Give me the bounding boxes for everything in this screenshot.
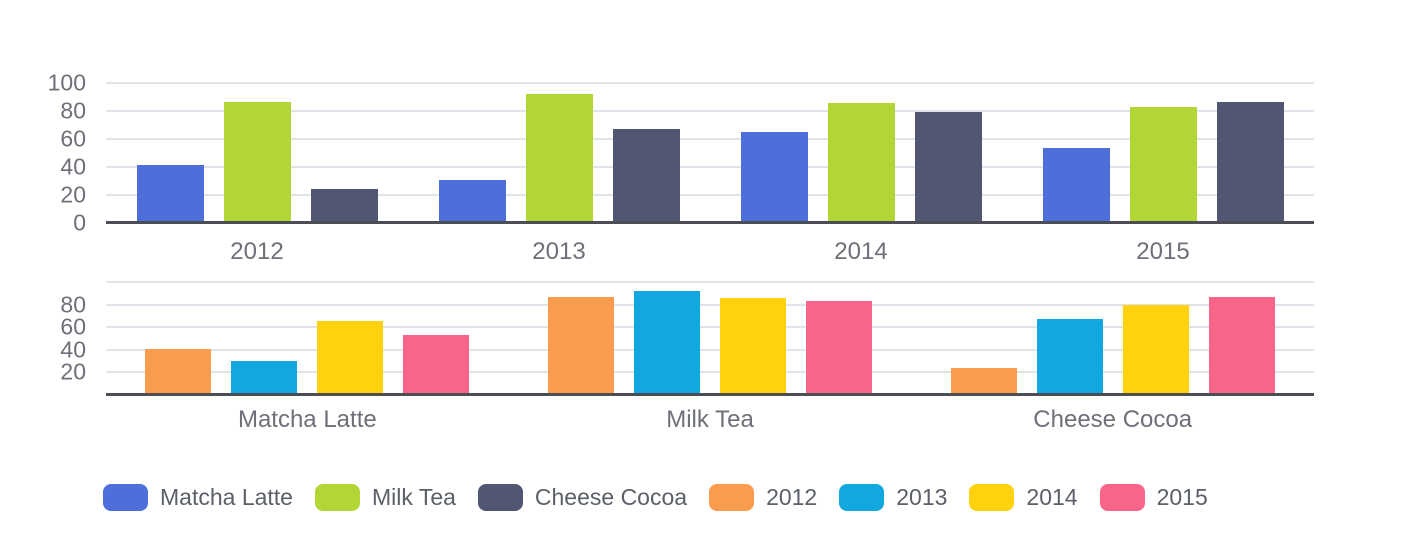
bottom-chart-plot-area (106, 281, 1314, 396)
gridline-40 (106, 348, 1314, 351)
gridline-100 (106, 82, 1314, 84)
legend-swatch-icon (709, 484, 755, 511)
bar-2015-matcha-latte[interactable] (403, 334, 470, 395)
bar-group-milk-tea (509, 282, 912, 395)
bottom-chart-y-axis: 20 40 60 80 (0, 282, 96, 395)
legend-label: 2013 (896, 484, 948, 510)
bar-matcha-latte-2015[interactable] (1042, 148, 1110, 223)
legend-label: Matcha Latte (160, 484, 293, 510)
gridline-100 (106, 281, 1314, 283)
top-chart-plot-area (106, 82, 1314, 224)
bar-2013-cheese-cocoa[interactable] (1036, 319, 1103, 395)
legend-item-2012[interactable]: 2012 (709, 484, 817, 511)
bar-matcha-latte-2013[interactable] (438, 180, 506, 223)
bar-groups (106, 282, 1314, 395)
bar-2013-matcha-latte[interactable] (231, 360, 298, 395)
bar-matcha-latte-2014[interactable] (740, 131, 808, 223)
y-tick-label-20: 20 (60, 181, 86, 208)
legend-item-2014[interactable]: 2014 (969, 484, 1078, 511)
gridline-80 (106, 110, 1314, 112)
bar-group-2013 (408, 83, 710, 223)
legend-label: Milk Tea (371, 484, 456, 510)
y-tick-label-0: 0 (73, 209, 86, 236)
bar-cheese-cocoa-2015[interactable] (1216, 102, 1284, 223)
bar-2014-milk-tea[interactable] (720, 298, 786, 395)
legend-item-matcha-latte[interactable]: Matcha Latte (103, 484, 293, 511)
bar-matcha-latte-2012[interactable] (136, 165, 204, 223)
legend-swatch-icon (1099, 484, 1145, 511)
x-axis-label-2013: 2013 (532, 238, 586, 265)
legend-item-cheese-cocoa[interactable]: Cheese Cocoa (477, 484, 688, 511)
y-tick-label-80: 80 (60, 97, 86, 124)
x-axis-label-2012: 2012 (230, 238, 284, 265)
legend-label: 2014 (1026, 484, 1078, 510)
legend-label: 2015 (1156, 484, 1208, 510)
bar-2014-matcha-latte[interactable] (317, 321, 384, 395)
bar-2012-milk-tea[interactable] (548, 297, 614, 395)
bar-cheese-cocoa-2012[interactable] (310, 189, 378, 223)
gridline-80 (106, 303, 1314, 306)
bar-cheese-cocoa-2013[interactable] (612, 128, 680, 223)
legend-item-2015[interactable]: 2015 (1099, 484, 1208, 511)
legend-item-2013[interactable]: 2013 (839, 484, 947, 511)
bar-2015-milk-tea[interactable] (806, 301, 872, 395)
legend-label: 2012 (766, 484, 818, 510)
y-tick-label-80: 80 (60, 291, 86, 318)
y-tick-label-40: 40 (60, 336, 86, 363)
gridline-20 (106, 194, 1314, 196)
bar-groups (106, 83, 1314, 223)
bar-2012-matcha-latte[interactable] (145, 348, 212, 395)
bar-milk-tea-2012[interactable] (223, 101, 291, 223)
legend-item-milk-tea[interactable]: Milk Tea (314, 484, 456, 511)
x-axis-label-matcha-latte: Matcha Latte (237, 406, 377, 433)
x-axis-label-cheese-cocoa: Cheese Cocoa (1033, 406, 1193, 433)
bottom-chart-x-axis: Matcha Latte Milk Tea Cheese Cocoa (106, 406, 1314, 436)
bar-2013-milk-tea[interactable] (634, 290, 700, 395)
gridline-60 (106, 138, 1314, 140)
y-tick-label-60: 60 (60, 125, 86, 152)
bar-milk-tea-2015[interactable] (1129, 106, 1197, 223)
gridline-60 (106, 326, 1314, 329)
y-tick-label-20: 20 (60, 358, 86, 385)
top-chart-x-axis: 2012 2013 2014 2015 (106, 238, 1314, 268)
x-axis-label-2014: 2014 (834, 238, 888, 265)
bar-group-2015 (1012, 83, 1314, 223)
bar-group-matcha-latte (106, 282, 509, 395)
legend-swatch-icon (969, 484, 1015, 511)
gridline-40 (106, 166, 1314, 168)
x-axis-label-2015: 2015 (1136, 238, 1190, 265)
x-axis-line (106, 221, 1314, 224)
y-tick-label-60: 60 (60, 313, 86, 340)
x-axis-line (106, 393, 1314, 396)
legend-swatch-icon (839, 484, 885, 511)
legend-swatch-icon (477, 484, 523, 511)
bar-group-2012 (106, 83, 408, 223)
legend-swatch-icon (103, 484, 148, 511)
bar-2014-cheese-cocoa[interactable] (1122, 305, 1189, 395)
legend-swatch-icon (314, 484, 360, 511)
y-tick-label-40: 40 (60, 153, 86, 180)
bar-2012-cheese-cocoa[interactable] (950, 367, 1017, 395)
gridline-20 (106, 371, 1314, 374)
bar-milk-tea-2013[interactable] (525, 94, 593, 223)
bar-2015-cheese-cocoa[interactable] (1208, 297, 1275, 395)
bar-milk-tea-2014[interactable] (827, 103, 895, 223)
bar-cheese-cocoa-2014[interactable] (914, 111, 982, 223)
bar-group-cheese-cocoa (911, 282, 1314, 395)
legend-label: Cheese Cocoa (534, 484, 688, 510)
legend: Matcha Latte Milk Tea Cheese Cocoa 2012 2013… (103, 484, 1208, 511)
y-tick-label-100: 100 (47, 69, 86, 96)
bar-group-2014 (710, 83, 1012, 223)
x-axis-label-milk-tea: Milk Tea (666, 406, 754, 433)
top-chart-y-axis: 0 20 40 60 80 100 (0, 70, 96, 236)
